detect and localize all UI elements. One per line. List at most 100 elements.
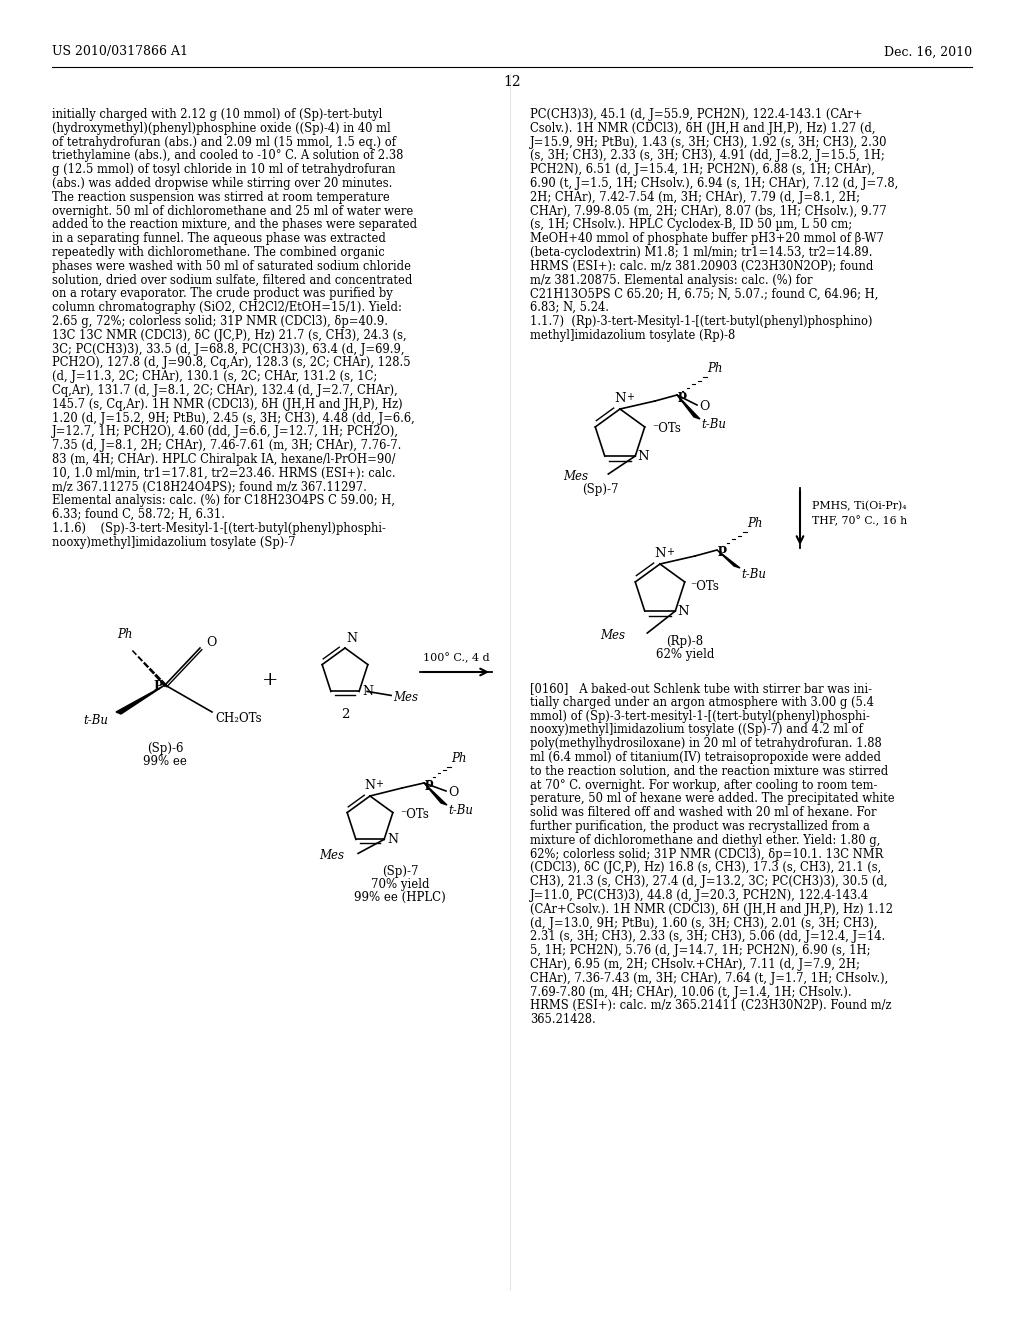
- Text: Mes: Mes: [600, 628, 626, 642]
- Text: Ph: Ph: [451, 752, 467, 766]
- Text: phases were washed with 50 ml of saturated sodium chloride: phases were washed with 50 ml of saturat…: [52, 260, 411, 273]
- Text: CH3), 21.3 (s, CH3), 27.4 (d, J=13.2, 3C; PC(CH3)3), 30.5 (d,: CH3), 21.3 (s, CH3), 27.4 (d, J=13.2, 3C…: [530, 875, 888, 888]
- Text: ⁻OTs: ⁻OTs: [690, 579, 719, 593]
- Text: 145.7 (s, Cq,Ar). 1H NMR (CDCl3), δH (JH,H and JH,P), Hz): 145.7 (s, Cq,Ar). 1H NMR (CDCl3), δH (JH…: [52, 397, 402, 411]
- Text: solution, dried over sodium sulfate, filtered and concentrated: solution, dried over sodium sulfate, fil…: [52, 273, 413, 286]
- Text: 99% ee: 99% ee: [143, 755, 187, 768]
- Text: (CAr+Csolv.). 1H NMR (CDCl3), δH (JH,H and JH,P), Hz) 1.12: (CAr+Csolv.). 1H NMR (CDCl3), δH (JH,H a…: [530, 903, 893, 916]
- Text: HRMS (ESI+): calc. m/z 381.20903 (C23H30N2OP); found: HRMS (ESI+): calc. m/z 381.20903 (C23H30…: [530, 260, 873, 273]
- Text: Ph: Ph: [118, 628, 133, 642]
- Text: [0160]   A baked-out Schlenk tube with stirrer bar was ini-: [0160] A baked-out Schlenk tube with sti…: [530, 682, 872, 696]
- Text: (CDCl3), δC (JC,P), Hz) 16.8 (s, CH3), 17.3 (s, CH3), 21.1 (s,: (CDCl3), δC (JC,P), Hz) 16.8 (s, CH3), 1…: [530, 862, 882, 874]
- Text: Mes: Mes: [563, 470, 588, 483]
- Text: repeatedly with dichloromethane. The combined organic: repeatedly with dichloromethane. The com…: [52, 246, 385, 259]
- Text: 7.35 (d, J=8.1, 2H; CHAr), 7.46-7.61 (m, 3H; CHAr), 7.76-7.: 7.35 (d, J=8.1, 2H; CHAr), 7.46-7.61 (m,…: [52, 440, 401, 453]
- Polygon shape: [116, 685, 165, 714]
- Text: Dec. 16, 2010: Dec. 16, 2010: [884, 45, 972, 58]
- Text: 1.1.6)    (Sp)-3-tert-Mesityl-1-[(tert-butyl(phenyl)phosphi-: 1.1.6) (Sp)-3-tert-Mesityl-1-[(tert-buty…: [52, 521, 386, 535]
- Text: +: +: [375, 779, 383, 789]
- Text: US 2010/0317866 A1: US 2010/0317866 A1: [52, 45, 188, 58]
- Text: 2H; CHAr), 7.42-7.54 (m, 3H; CHAr), 7.79 (d, J=8.1, 2H;: 2H; CHAr), 7.42-7.54 (m, 3H; CHAr), 7.79…: [530, 191, 860, 203]
- Text: 3C; PC(CH3)3), 33.5 (d, J=68.8, PC(CH3)3), 63.4 (d, J=69.9,: 3C; PC(CH3)3), 33.5 (d, J=68.8, PC(CH3)3…: [52, 343, 404, 355]
- Text: (s, 1H; CHsolv.). HPLC Cyclodex-B, ID 50 µm, L 50 cm;: (s, 1H; CHsolv.). HPLC Cyclodex-B, ID 50…: [530, 218, 852, 231]
- Text: J=15.9, 9H; PtBu), 1.43 (s, 3H; CH3), 1.92 (s, 3H; CH3), 2.30: J=15.9, 9H; PtBu), 1.43 (s, 3H; CH3), 1.…: [530, 136, 888, 149]
- Text: 1.1.7)  (Rp)-3-tert-Mesityl-1-[(tert-butyl(phenyl)phosphino): 1.1.7) (Rp)-3-tert-Mesityl-1-[(tert-buty…: [530, 315, 872, 327]
- Text: m/z 381.20875. Elemental analysis: calc. (%) for: m/z 381.20875. Elemental analysis: calc.…: [530, 273, 812, 286]
- Text: mixture of dichloromethane and diethyl ether. Yield: 1.80 g,: mixture of dichloromethane and diethyl e…: [530, 834, 881, 847]
- Text: (Sp)-7: (Sp)-7: [582, 483, 618, 496]
- Text: nooxy)methyl]imidazolium tosylate ((Sp)-7) and 4.2 ml of: nooxy)methyl]imidazolium tosylate ((Sp)-…: [530, 723, 863, 737]
- Text: 7.69-7.80 (m, 4H; CHAr), 10.06 (t, J=1.4, 1H; CHsolv.).: 7.69-7.80 (m, 4H; CHAr), 10.06 (t, J=1.4…: [530, 986, 852, 999]
- Text: HRMS (ESI+): calc. m/z 365.21411 (C23H30N2P). Found m/z: HRMS (ESI+): calc. m/z 365.21411 (C23H30…: [530, 999, 892, 1012]
- Text: PCH2N), 6.51 (d, J=15.4, 1H; PCH2N), 6.88 (s, 1H; CHAr),: PCH2N), 6.51 (d, J=15.4, 1H; PCH2N), 6.8…: [530, 164, 874, 176]
- Text: column chromatography (SiO2, CH2Cl2/EtOH=15/1). Yield:: column chromatography (SiO2, CH2Cl2/EtOH…: [52, 301, 401, 314]
- Text: MeOH+40 mmol of phosphate buffer pH3+20 mmol of β-W7: MeOH+40 mmol of phosphate buffer pH3+20 …: [530, 232, 884, 246]
- Text: J=12.7, 1H; PCH2O), 4.60 (dd, J=6.6, J=12.7, 1H; PCH2O),: J=12.7, 1H; PCH2O), 4.60 (dd, J=6.6, J=1…: [52, 425, 399, 438]
- Text: t-Bu: t-Bu: [83, 714, 108, 726]
- Text: 6.90 (t, J=1.5, 1H; CHsolv.), 6.94 (s, 1H; CHAr), 7.12 (d, J=7.8,: 6.90 (t, J=1.5, 1H; CHsolv.), 6.94 (s, 1…: [530, 177, 898, 190]
- Text: (Sp)-7: (Sp)-7: [382, 865, 418, 878]
- Text: P: P: [154, 680, 163, 693]
- Text: CHAr), 7.99-8.05 (m, 2H; CHAr), 8.07 (bs, 1H; CHsolv.), 9.77: CHAr), 7.99-8.05 (m, 2H; CHAr), 8.07 (bs…: [530, 205, 887, 218]
- Text: (d, J=11.3, 2C; CHAr), 130.1 (s, 2C; CHAr, 131.2 (s, 1C;: (d, J=11.3, 2C; CHAr), 130.1 (s, 2C; CHA…: [52, 370, 377, 383]
- Text: t-Bu: t-Bu: [449, 804, 473, 817]
- Text: N: N: [654, 546, 666, 560]
- Text: solid was filtered off and washed with 20 ml of hexane. For: solid was filtered off and washed with 2…: [530, 807, 877, 820]
- Text: N: N: [614, 392, 626, 405]
- Text: O: O: [449, 787, 459, 800]
- Text: N: N: [387, 833, 398, 846]
- Text: +: +: [666, 546, 674, 557]
- Text: PMHS, Ti(Oi-Pr)₄: PMHS, Ti(Oi-Pr)₄: [812, 500, 906, 511]
- Text: (hydroxymethyl)(phenyl)phosphine oxide ((Sp)-4) in 40 ml: (hydroxymethyl)(phenyl)phosphine oxide (…: [52, 121, 391, 135]
- Text: added to the reaction mixture, and the phases were separated: added to the reaction mixture, and the p…: [52, 218, 417, 231]
- Text: 2.65 g, 72%; colorless solid; 31P NMR (CDCl3), δp=40.9.: 2.65 g, 72%; colorless solid; 31P NMR (C…: [52, 315, 388, 327]
- Text: 6.83; N, 5.24.: 6.83; N, 5.24.: [530, 301, 609, 314]
- Text: 70% yield: 70% yield: [371, 878, 429, 891]
- Text: 62% yield: 62% yield: [655, 648, 714, 661]
- Text: (s, 3H; CH3), 2.33 (s, 3H; CH3), 4.91 (dd, J=8.2, J=15.5, 1H;: (s, 3H; CH3), 2.33 (s, 3H; CH3), 4.91 (d…: [530, 149, 885, 162]
- Text: tially charged under an argon atmosphere with 3.00 g (5.4: tially charged under an argon atmosphere…: [530, 696, 873, 709]
- Polygon shape: [424, 783, 447, 805]
- Text: C21H13O5PS C 65.20; H, 6.75; N, 5.07.; found C, 64.96; H,: C21H13O5PS C 65.20; H, 6.75; N, 5.07.; f…: [530, 288, 879, 301]
- Text: (Sp)-6: (Sp)-6: [146, 742, 183, 755]
- Text: PC(CH3)3), 45.1 (d, J=55.9, PCH2N), 122.4-143.1 (CAr+: PC(CH3)3), 45.1 (d, J=55.9, PCH2N), 122.…: [530, 108, 862, 121]
- Text: +: +: [262, 671, 279, 689]
- Text: CH₂OTs: CH₂OTs: [215, 711, 261, 725]
- Text: Mes: Mes: [393, 690, 418, 704]
- Text: PCH2O), 127.8 (d, J=90.8, Cq,Ar), 128.3 (s, 2C; CHAr), 128.5: PCH2O), 127.8 (d, J=90.8, Cq,Ar), 128.3 …: [52, 356, 411, 370]
- Text: ml (6.4 mmol) of titanium(IV) tetraisopropoxide were added: ml (6.4 mmol) of titanium(IV) tetraisopr…: [530, 751, 881, 764]
- Text: 99% ee (HPLC): 99% ee (HPLC): [354, 891, 445, 904]
- Text: 2.31 (s, 3H; CH3), 2.33 (s, 3H; CH3), 5.06 (dd, J=12.4, J=14.: 2.31 (s, 3H; CH3), 2.33 (s, 3H; CH3), 5.…: [530, 931, 886, 944]
- Text: to the reaction solution, and the reaction mixture was stirred: to the reaction solution, and the reacti…: [530, 764, 888, 777]
- Text: 83 (m, 4H; CHAr). HPLC Chiralpak IA, hexane/l-PrOH=90/: 83 (m, 4H; CHAr). HPLC Chiralpak IA, hex…: [52, 453, 395, 466]
- Text: poly(methylhydrosiloxane) in 20 ml of tetrahydrofuran. 1.88: poly(methylhydrosiloxane) in 20 ml of te…: [530, 737, 882, 750]
- Text: N: N: [637, 450, 649, 462]
- Text: Elemental analysis: calc. (%) for C18H23O4PS C 59.00; H,: Elemental analysis: calc. (%) for C18H23…: [52, 495, 395, 507]
- Text: nooxy)methyl]imidazolium tosylate (Sp)-7: nooxy)methyl]imidazolium tosylate (Sp)-7: [52, 536, 296, 549]
- Text: Csolv.). 1H NMR (CDCl3), δH (JH,H and JH,P), Hz) 1.27 (d,: Csolv.). 1H NMR (CDCl3), δH (JH,H and JH…: [530, 121, 876, 135]
- Text: THF, 70° C., 16 h: THF, 70° C., 16 h: [812, 516, 907, 527]
- Text: methyl]imidazolium tosylate (Rp)-8: methyl]imidazolium tosylate (Rp)-8: [530, 329, 735, 342]
- Text: O: O: [699, 400, 710, 413]
- Text: N: N: [346, 632, 357, 645]
- Text: t-Bu: t-Bu: [741, 568, 766, 581]
- Text: Mes: Mes: [319, 849, 344, 862]
- Text: ⁻OTs: ⁻OTs: [400, 808, 429, 821]
- Text: triethylamine (abs.), and cooled to -10° C. A solution of 2.38: triethylamine (abs.), and cooled to -10°…: [52, 149, 403, 162]
- Polygon shape: [677, 395, 700, 418]
- Text: of tetrahydrofuran (abs.) and 2.09 ml (15 mmol, 1.5 eq.) of: of tetrahydrofuran (abs.) and 2.09 ml (1…: [52, 136, 396, 149]
- Text: initially charged with 2.12 g (10 mmol) of (Sp)-tert-butyl: initially charged with 2.12 g (10 mmol) …: [52, 108, 382, 121]
- Text: on a rotary evaporator. The crude product was purified by: on a rotary evaporator. The crude produc…: [52, 288, 393, 301]
- Text: (abs.) was added dropwise while stirring over 20 minutes.: (abs.) was added dropwise while stirring…: [52, 177, 392, 190]
- Text: ⁻OTs: ⁻OTs: [652, 422, 681, 436]
- Text: CHAr), 6.95 (m, 2H; CHsolv.+CHAr), 7.11 (d, J=7.9, 2H;: CHAr), 6.95 (m, 2H; CHsolv.+CHAr), 7.11 …: [530, 958, 860, 972]
- Text: p: p: [425, 776, 434, 789]
- Text: p: p: [678, 388, 687, 401]
- Text: 10, 1.0 ml/min, tr1=17.81, tr2=23.46. HRMS (ESI+): calc.: 10, 1.0 ml/min, tr1=17.81, tr2=23.46. HR…: [52, 467, 395, 479]
- Text: 2: 2: [341, 708, 349, 721]
- Text: p: p: [718, 544, 727, 557]
- Text: N: N: [362, 685, 373, 698]
- Text: Cq,Ar), 131.7 (d, J=8.1, 2C; CHAr), 132.4 (d, J=2.7, CHAr),: Cq,Ar), 131.7 (d, J=8.1, 2C; CHAr), 132.…: [52, 384, 397, 397]
- Text: 100° C., 4 d: 100° C., 4 d: [423, 652, 489, 663]
- Polygon shape: [717, 550, 740, 568]
